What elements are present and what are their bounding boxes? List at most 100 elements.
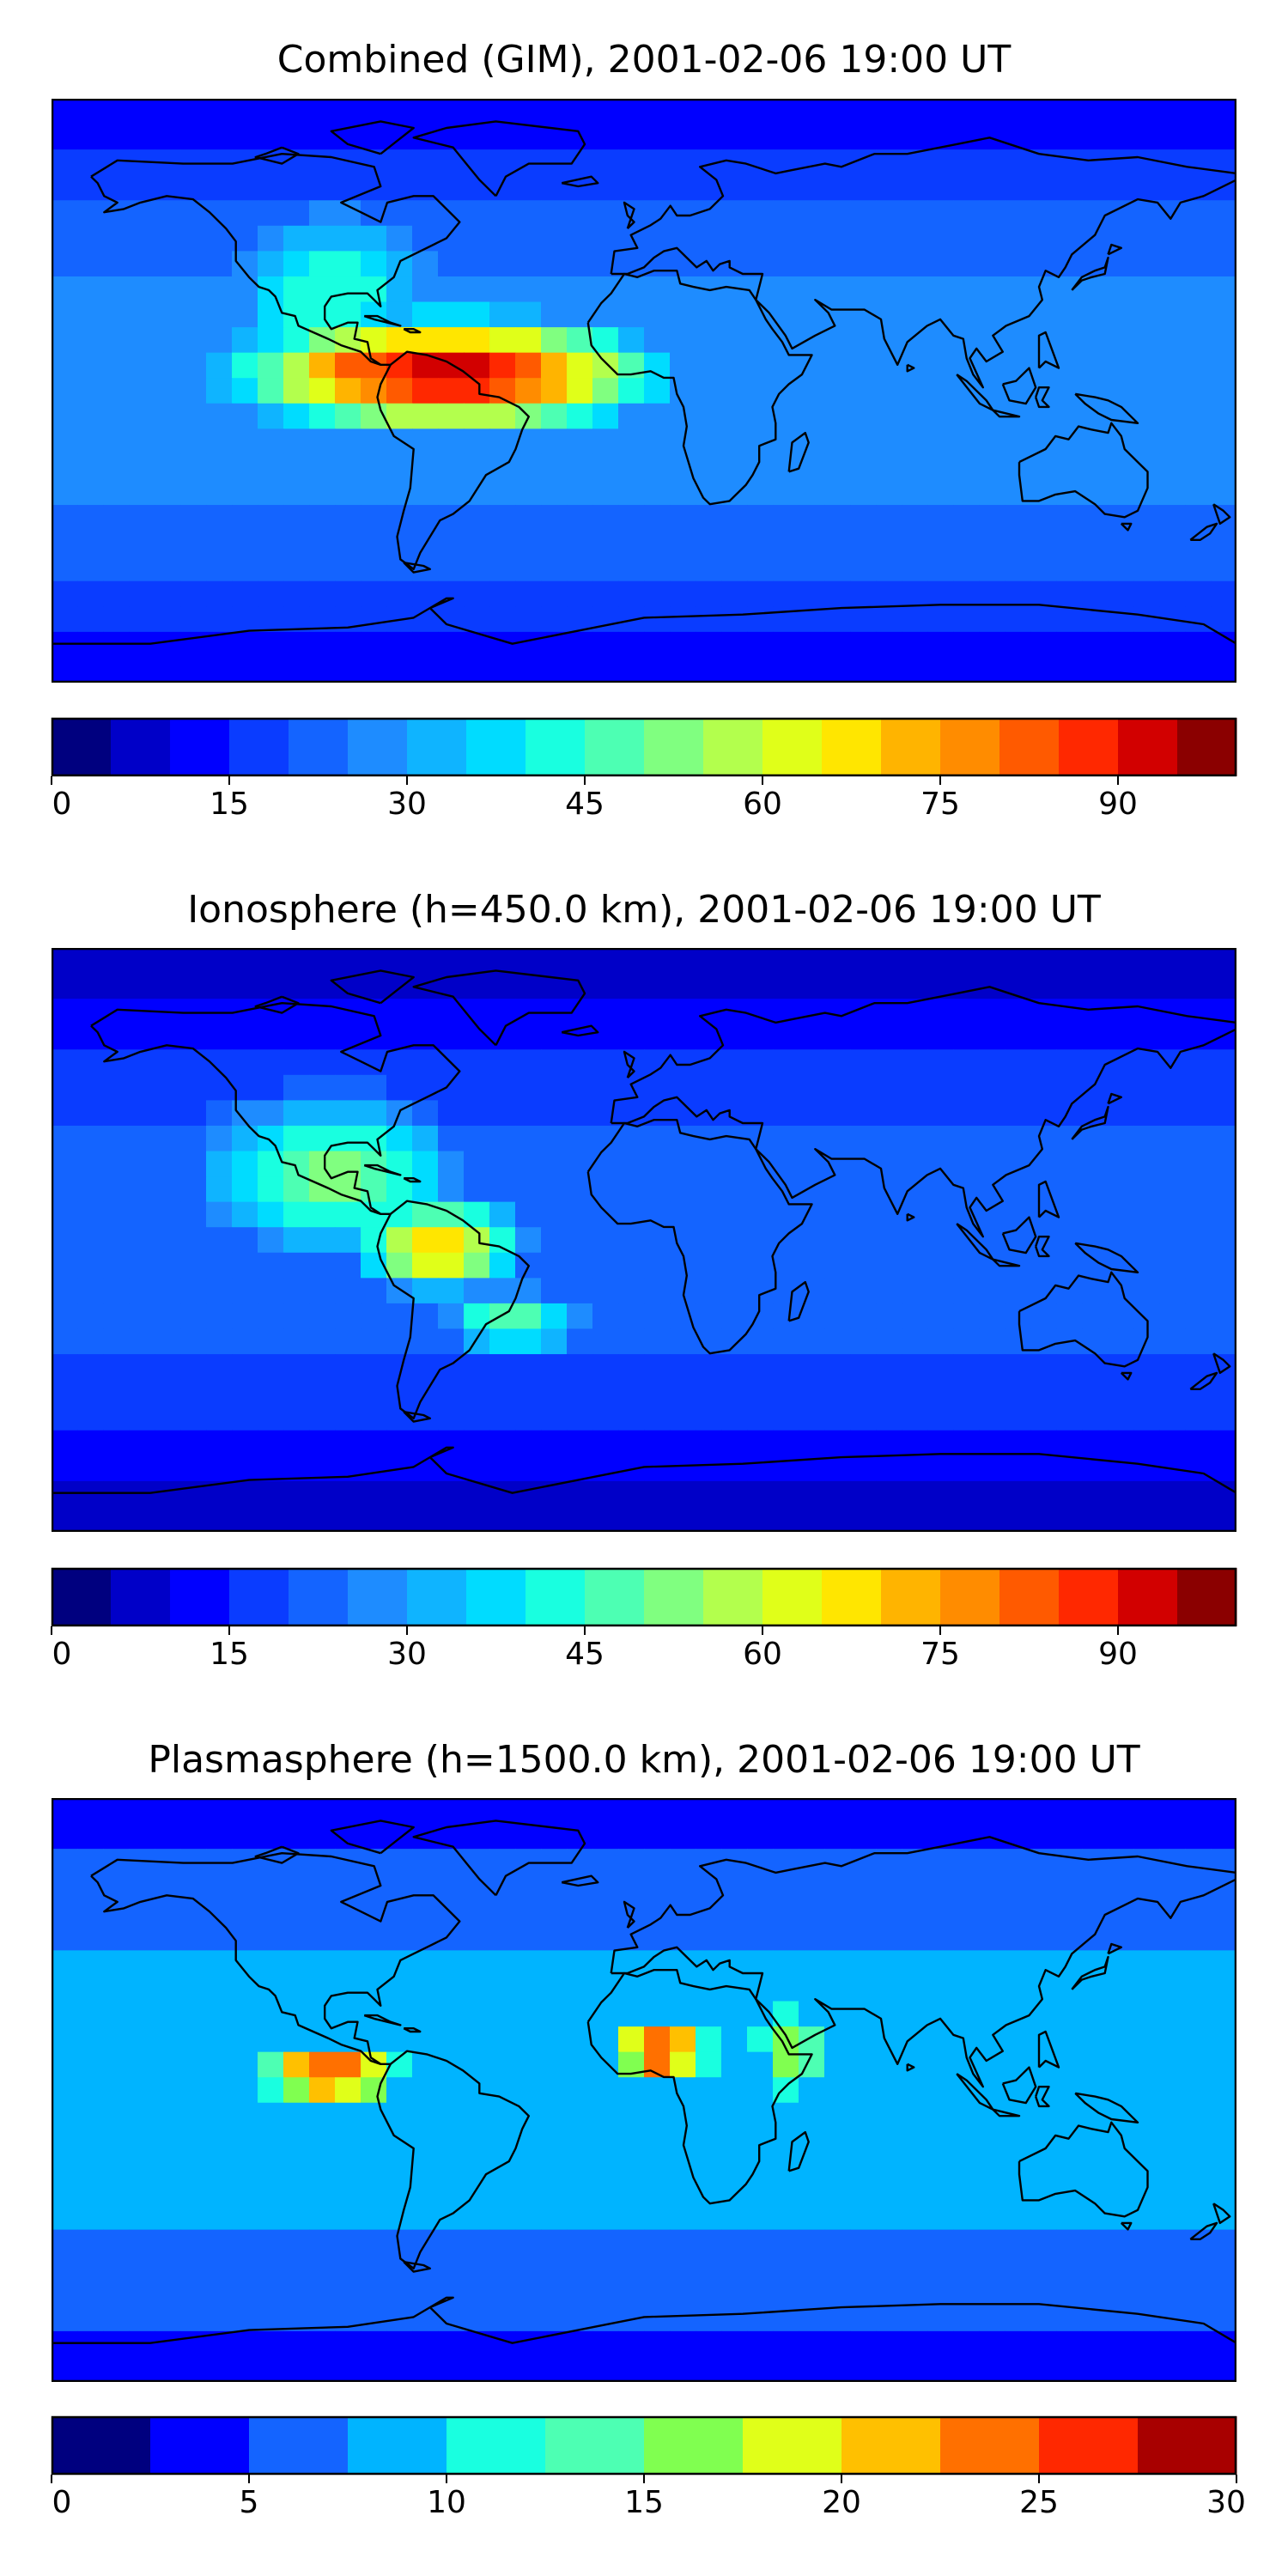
tec-cell (464, 2204, 490, 2231)
tec-cell (953, 2102, 980, 2129)
tec-cell (412, 657, 439, 683)
tec-cell (592, 973, 619, 999)
tec-cell (1082, 1379, 1109, 1406)
tec-cell (464, 1405, 490, 1431)
tec-cell (361, 1455, 387, 1482)
tec-cell (283, 1405, 310, 1431)
tec-cell (103, 1430, 130, 1456)
coastline (586, 1118, 813, 1355)
tec-cell (747, 2229, 774, 2256)
tec-cell (103, 1455, 130, 1482)
tec-cell (592, 530, 619, 556)
tec-cell (1108, 149, 1134, 176)
tec-cell (129, 1430, 155, 1456)
tec-cell (876, 251, 902, 277)
tec-cell (1159, 505, 1186, 532)
tec-cell (799, 1950, 825, 1977)
tec-cell (52, 1303, 78, 1330)
tec-cell (1005, 2306, 1031, 2332)
tec-cell (438, 1100, 465, 1127)
tec-cell (541, 225, 568, 252)
tec-cell (902, 2051, 928, 2078)
tec-cell (258, 1506, 284, 1532)
tec-cell (489, 1100, 516, 1127)
tec-cell (155, 1354, 181, 1381)
tec-cell (515, 2128, 542, 2154)
tec-cell (309, 1430, 336, 1456)
tec-cell (77, 200, 104, 227)
tec-cell (1211, 327, 1236, 354)
tec-cell (361, 2077, 387, 2104)
tec-cell (1159, 1924, 1186, 1951)
tec-cell (77, 2051, 104, 2078)
tec-cell (1133, 1074, 1160, 1101)
tec-cell (1030, 2204, 1057, 2231)
tec-cell (1133, 1506, 1160, 1532)
tec-cell (1056, 1874, 1083, 1900)
tec-cell (850, 1125, 877, 1152)
tec-cell (902, 2204, 928, 2231)
tec-cell (618, 1227, 645, 1254)
tec-cell (747, 1379, 774, 1406)
tec-cell (953, 225, 980, 252)
tec-cell (670, 251, 696, 277)
tec-cell (412, 1328, 439, 1355)
tec-cell (206, 428, 233, 455)
tec-cell (850, 1252, 877, 1279)
tec-cell (309, 973, 336, 999)
tec-cell (670, 327, 696, 354)
tec-cell (1005, 352, 1031, 379)
tec-cell (1030, 1874, 1057, 1900)
tec-cell (77, 530, 104, 556)
tec-cell (103, 428, 130, 455)
tec-cell (592, 2153, 619, 2180)
tec-cell (206, 453, 233, 481)
tec-cell (361, 378, 387, 404)
tec-cell (464, 999, 490, 1025)
tec-cell (1030, 948, 1057, 975)
tec-cell (876, 505, 902, 532)
tec-cell (206, 149, 233, 176)
tec-cell (129, 1125, 155, 1152)
tec-cell (1159, 428, 1186, 455)
tec-cell (309, 1151, 336, 1177)
tec-cell (670, 174, 696, 201)
tec-cell (515, 1227, 542, 1254)
tec-cell (1082, 1328, 1109, 1355)
tec-cell (567, 973, 593, 999)
tec-cell (850, 99, 877, 125)
tec-cell (103, 276, 130, 303)
tec-cell (206, 1874, 233, 1900)
tec-cell (412, 2077, 439, 2104)
tec-cell (386, 1405, 413, 1431)
tec-cell (670, 1201, 696, 1228)
tec-cell (1005, 999, 1031, 1025)
tec-cell (850, 1430, 877, 1456)
tec-cell (876, 1074, 902, 1101)
tec-cell (979, 149, 1005, 176)
tec-cell (206, 556, 233, 582)
tec-cell (1005, 1950, 1031, 1977)
tec-cell (592, 2204, 619, 2231)
tec-cell (902, 1303, 928, 1330)
tec-cell (180, 352, 207, 379)
tec-cell (1056, 149, 1083, 176)
tec-cell (927, 251, 954, 277)
tec-cell (747, 1430, 774, 1456)
tec-cell (103, 1379, 130, 1406)
tec-cell (799, 99, 825, 125)
tec-cell (489, 428, 516, 455)
tec-cell (953, 1899, 980, 1926)
tec-cell (1030, 1303, 1057, 1330)
tec-cell (1005, 2356, 1031, 2382)
tec-cell (1030, 2153, 1057, 2180)
tec-cell (52, 2178, 78, 2205)
tec-cell (335, 1125, 361, 1152)
tec-cell (77, 657, 104, 683)
tec-cell (155, 2229, 181, 2256)
tec-cell (206, 1100, 233, 1127)
tec-cell (1185, 2280, 1212, 2306)
coastline (956, 1223, 994, 1261)
tec-cell (52, 1405, 78, 1431)
tec-cell (902, 2026, 928, 2053)
